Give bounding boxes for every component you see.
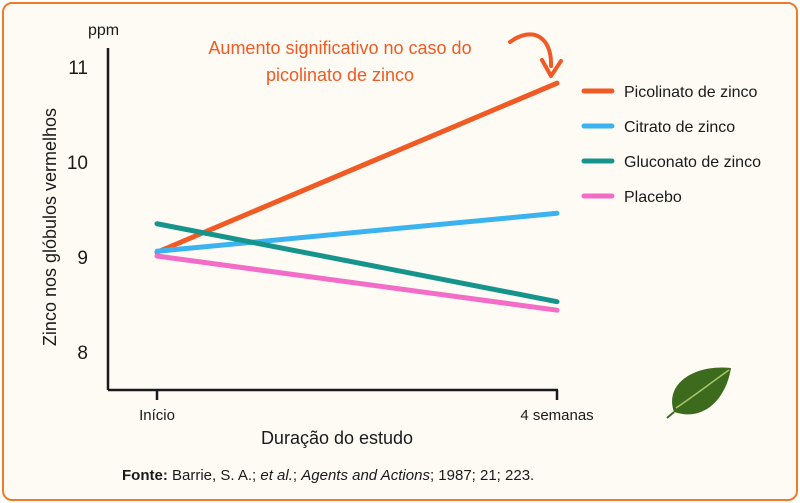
legend-label: Gluconato de zinco <box>624 154 761 171</box>
x-axis-title: Duração do estudo <box>261 428 413 448</box>
series-line <box>154 221 560 305</box>
y-unit-label: ppm <box>88 22 119 39</box>
series-line <box>154 80 560 255</box>
x-tick-label: 4 semanas <box>520 407 593 424</box>
y-tick-label: 10 <box>67 153 88 174</box>
y-axis-title: Zinco nos glóbulos vermelhos <box>40 108 60 346</box>
source-rest: ; 1987; 21; 223. <box>429 467 535 484</box>
source-label: Fonte: <box>122 467 168 484</box>
series-line <box>154 210 560 254</box>
legend-label: Picolinato de zinco <box>624 84 758 101</box>
source-etal: et al. <box>260 467 293 484</box>
legend-label: Placebo <box>624 189 682 206</box>
y-tick-label: 9 <box>77 248 88 269</box>
leaf-icon <box>666 367 731 419</box>
source-citation: Fonte: Barrie, S. A.; et al.; Agents and… <box>122 467 535 484</box>
series-line <box>154 253 560 313</box>
source-authors: Barrie, S. A.; <box>172 467 257 484</box>
y-tick-label: 11 <box>68 58 88 79</box>
line-chart: 8 9 10 11 Início 4 semanas ppm Zinco nos gló… <box>40 22 761 448</box>
annotation-arrow-icon <box>508 32 563 78</box>
source-journal: Agents and Actions <box>301 467 430 484</box>
x-tick-label: Início <box>139 407 175 424</box>
annotation-line-1: Aumento significativo no caso do <box>208 38 471 58</box>
y-tick-label: 8 <box>77 343 88 364</box>
annotation-line-2: picolinato de zinco <box>266 65 414 85</box>
legend-label: Citrato de zinco <box>624 119 735 136</box>
